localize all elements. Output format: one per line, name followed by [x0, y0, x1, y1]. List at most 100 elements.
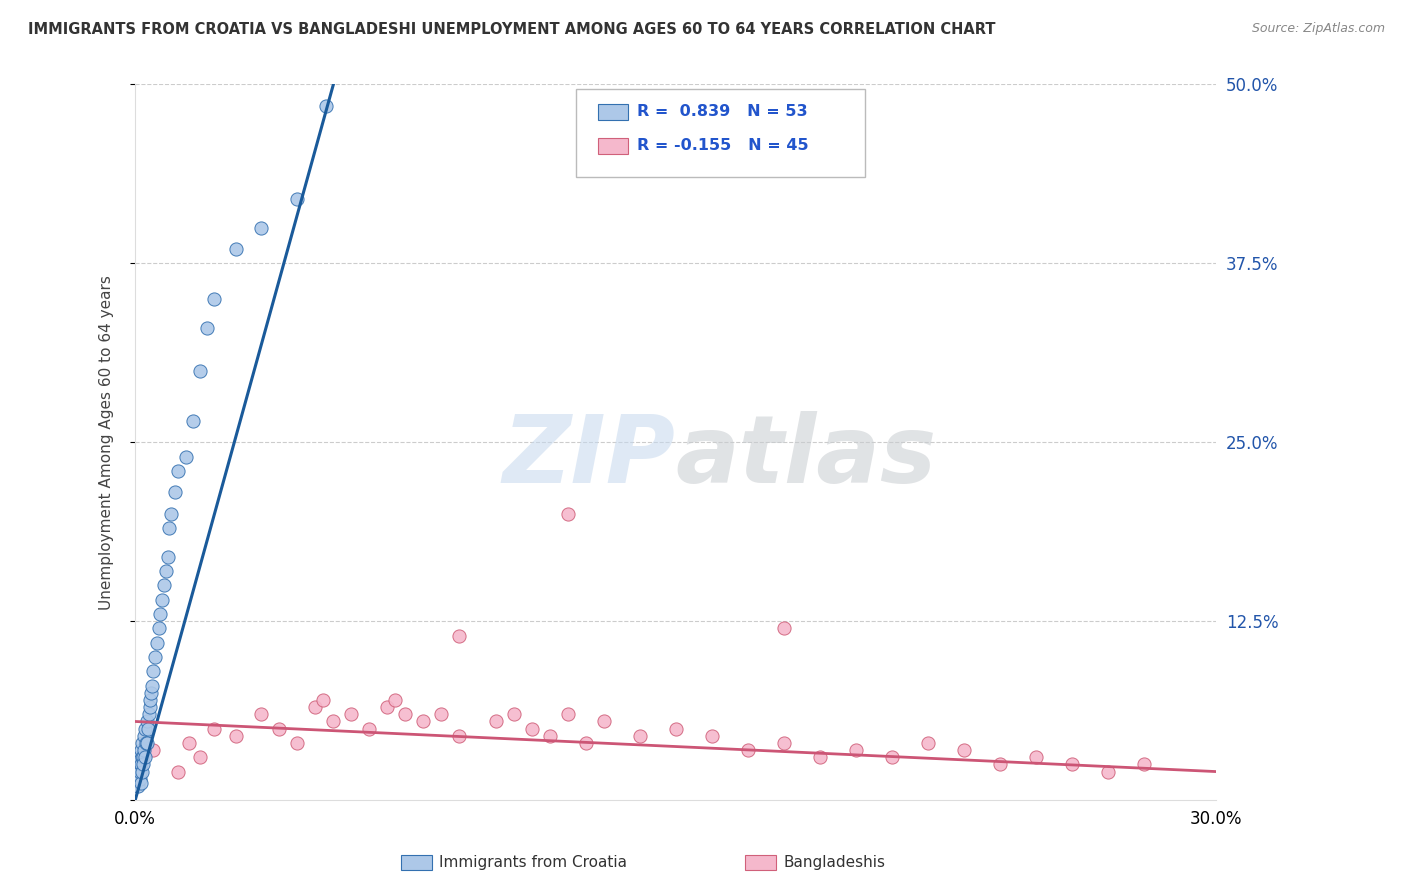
- Point: [1133, 757, 1156, 772]
- Text: R =  0.839   N = 53: R = 0.839 N = 53: [637, 104, 807, 119]
- Text: Immigrants from Croatia: Immigrants from Croatia: [439, 855, 627, 870]
- Point: [142, 665, 165, 679]
- Point: [142, 743, 165, 757]
- Point: [131, 736, 153, 750]
- Point: [285, 192, 308, 206]
- Point: [772, 736, 794, 750]
- Point: [188, 750, 211, 764]
- Point: [128, 750, 150, 764]
- Point: [155, 564, 177, 578]
- Point: [129, 764, 152, 779]
- Point: [557, 707, 579, 722]
- Point: [700, 729, 723, 743]
- Point: [132, 757, 155, 772]
- Point: [141, 679, 163, 693]
- Point: [484, 714, 506, 729]
- Point: [127, 767, 149, 781]
- Point: [204, 722, 226, 736]
- Point: [135, 714, 157, 729]
- Point: [359, 722, 381, 736]
- Point: [988, 757, 1011, 772]
- Text: IMMIGRANTS FROM CROATIA VS BANGLADESHI UNEMPLOYMENT AMONG AGES 60 TO 64 YEARS CO: IMMIGRANTS FROM CROATIA VS BANGLADESHI U…: [28, 22, 995, 37]
- Point: [146, 636, 169, 650]
- Point: [384, 693, 406, 707]
- Text: Source: ZipAtlas.com: Source: ZipAtlas.com: [1251, 22, 1385, 36]
- Point: [131, 750, 153, 764]
- Point: [575, 736, 598, 750]
- Text: Bangladeshis: Bangladeshis: [783, 855, 886, 870]
- Point: [127, 779, 149, 793]
- Point: [160, 507, 183, 521]
- Point: [880, 750, 903, 764]
- Point: [125, 772, 148, 786]
- Point: [139, 693, 162, 707]
- Point: [225, 242, 247, 256]
- Point: [665, 722, 688, 736]
- Point: [772, 622, 794, 636]
- Point: [159, 521, 181, 535]
- Point: [1025, 750, 1047, 764]
- Point: [953, 743, 976, 757]
- Point: [377, 700, 399, 714]
- Point: [340, 707, 363, 722]
- Point: [179, 736, 201, 750]
- Point: [181, 414, 204, 428]
- Point: [131, 776, 153, 790]
- Point: [225, 729, 247, 743]
- Point: [138, 707, 160, 722]
- Point: [132, 729, 155, 743]
- Point: [134, 750, 156, 764]
- Point: [141, 686, 163, 700]
- Point: [250, 707, 273, 722]
- Point: [127, 757, 149, 772]
- Point: [167, 764, 190, 779]
- Point: [136, 736, 159, 750]
- Point: [449, 729, 471, 743]
- Point: [156, 549, 179, 564]
- Text: atlas: atlas: [676, 410, 936, 503]
- Text: R = -0.155   N = 45: R = -0.155 N = 45: [637, 138, 808, 153]
- Point: [285, 736, 308, 750]
- Point: [592, 714, 614, 729]
- Point: [128, 772, 150, 786]
- Point: [394, 707, 416, 722]
- Point: [449, 629, 471, 643]
- Point: [127, 764, 149, 779]
- Point: [628, 729, 651, 743]
- Point: [304, 700, 326, 714]
- Point: [808, 750, 831, 764]
- Point: [845, 743, 868, 757]
- Point: [520, 722, 543, 736]
- Point: [1060, 757, 1083, 772]
- Point: [153, 578, 176, 592]
- Point: [129, 757, 152, 772]
- Point: [135, 736, 157, 750]
- Point: [737, 743, 759, 757]
- Text: ZIP: ZIP: [503, 410, 676, 503]
- Point: [188, 364, 211, 378]
- Point: [174, 450, 197, 464]
- Point: [315, 99, 337, 113]
- Point: [136, 722, 159, 736]
- Y-axis label: Unemployment Among Ages 60 to 64 years: Unemployment Among Ages 60 to 64 years: [100, 275, 114, 610]
- Point: [250, 220, 273, 235]
- Point: [557, 507, 579, 521]
- Point: [917, 736, 939, 750]
- Point: [129, 743, 152, 757]
- Point: [150, 592, 173, 607]
- Point: [311, 693, 333, 707]
- Point: [322, 714, 344, 729]
- Point: [502, 707, 524, 722]
- Point: [195, 320, 218, 334]
- Point: [128, 753, 150, 767]
- Point: [134, 722, 156, 736]
- Point: [143, 650, 166, 665]
- Point: [538, 729, 561, 743]
- Point: [167, 464, 190, 478]
- Point: [430, 707, 453, 722]
- Point: [149, 607, 172, 621]
- Point: [131, 764, 153, 779]
- Point: [163, 485, 186, 500]
- Point: [204, 292, 226, 306]
- Point: [134, 743, 156, 757]
